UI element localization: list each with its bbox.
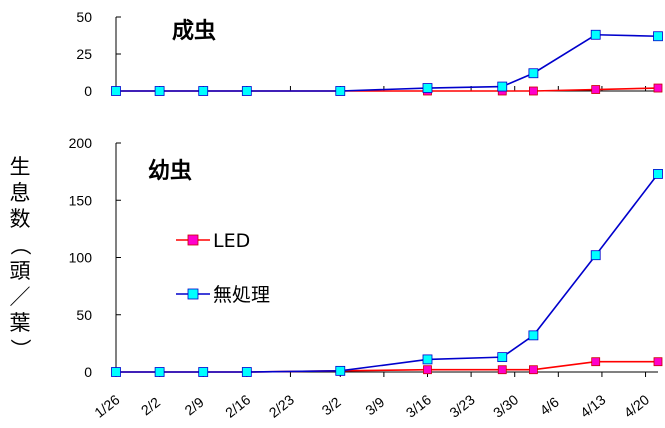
data-point-無処理 (653, 169, 663, 179)
data-point-無処理 (154, 367, 165, 377)
x-tick-label: 3/30 (490, 391, 521, 421)
data-point-無処理 (111, 367, 121, 377)
series-line-LED (116, 360, 658, 373)
y-tick-label: 0 (84, 364, 92, 380)
data-point-無処理 (241, 367, 252, 377)
data-point-無処理 (497, 81, 508, 92)
x-tick-label: 2/23 (266, 391, 297, 421)
y-axis-label-char: 頭 (10, 259, 31, 283)
y-tick-label: 50 (76, 9, 92, 25)
data-point-無処理 (335, 365, 346, 376)
data-point-無処理 (422, 83, 433, 93)
data-point-LED (423, 365, 432, 375)
y-axis-label-char: 息 (10, 181, 31, 205)
y-axis-label-char: 数 (10, 207, 31, 231)
data-point-LED (591, 357, 601, 367)
y-axis-label-char: 葉 (10, 311, 31, 335)
legend-label-LED: LED (213, 230, 250, 252)
x-tick-label: 3/2 (319, 394, 344, 419)
data-point-無処理 (653, 31, 663, 42)
x-tick-label: 1/26 (91, 391, 122, 421)
data-point-無処理 (198, 86, 209, 96)
legend-label-無処理: 無処理 (213, 284, 270, 306)
adult-panel: 成虫 0 25 50 (76, 9, 663, 99)
data-point-無処理 (198, 367, 209, 377)
data-point-無処理 (335, 86, 346, 96)
y-axis-label-char: ／ (10, 285, 31, 309)
y-axis-label-char: （ (8, 235, 32, 256)
data-point-無処理 (241, 86, 252, 96)
y-tick-label: 100 (69, 250, 93, 266)
y-axis-label-char: ） (8, 339, 32, 360)
x-tick-label: 2/2 (138, 394, 163, 419)
y-tick-label: 200 (69, 135, 93, 151)
data-point-LED (529, 86, 538, 96)
y-tick-label: 50 (76, 307, 92, 323)
x-tick-label: 4/13 (577, 391, 608, 421)
x-tick-label: 3/23 (446, 391, 477, 421)
data-point-LED (653, 83, 663, 93)
x-tick-label: 4/6 (537, 394, 562, 419)
data-point-LED (529, 365, 538, 375)
data-point-無処理 (111, 86, 121, 96)
series-line-無処理 (116, 173, 659, 373)
legend: LED 無処理 (176, 230, 270, 306)
data-point-無処理 (528, 330, 539, 341)
x-axis-tick-labels: 1/26 2/2 2/9 2/16 2/23 3/2 3/9 3/16 3/23 3/30 4/6 4… (91, 391, 652, 421)
y-tick-label: 0 (84, 83, 92, 99)
x-tick-label: 4/20 (621, 391, 652, 421)
adult-panel-title: 成虫 (172, 18, 216, 44)
data-point-LED (653, 357, 663, 367)
series-line-無処理 (116, 33, 659, 92)
data-point-LED (497, 365, 507, 375)
data-point-無処理 (590, 29, 601, 40)
legend-marker-無処理 (187, 288, 199, 300)
x-tick-label: 3/9 (362, 394, 387, 419)
x-tick-label: 2/9 (182, 394, 207, 419)
y-tick-label: 25 (76, 46, 92, 62)
data-point-無処理 (422, 354, 433, 365)
larva-panel: 幼虫 0 50 100 150 200 1/26 2/2 2/9 2/16 2/23 3/2 3/9… (69, 135, 663, 421)
data-point-無処理 (590, 250, 601, 261)
x-tick-label: 2/16 (222, 391, 253, 421)
y-tick-label: 150 (69, 192, 93, 208)
data-point-無処理 (154, 86, 165, 96)
y-axis-label-char: 生 (10, 155, 31, 179)
data-point-無処理 (528, 68, 539, 79)
y-axis-label: 生息数 （ 頭／葉 ） (8, 155, 32, 360)
data-point-LED (591, 85, 601, 94)
data-point-無処理 (497, 352, 508, 363)
legend-marker-LED (187, 234, 199, 246)
larva-panel-title: 幼虫 (148, 158, 192, 184)
x-tick-label: 3/16 (403, 391, 434, 421)
